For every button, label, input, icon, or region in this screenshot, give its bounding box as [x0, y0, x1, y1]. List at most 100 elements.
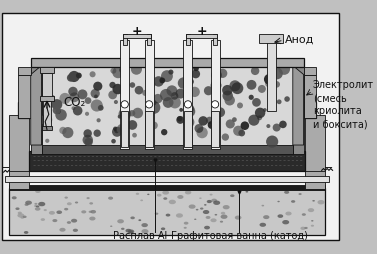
Ellipse shape: [110, 226, 112, 227]
Ellipse shape: [213, 201, 220, 205]
Circle shape: [142, 90, 148, 97]
Ellipse shape: [57, 211, 62, 214]
Circle shape: [132, 108, 143, 119]
Circle shape: [263, 109, 267, 112]
Text: +: +: [131, 25, 142, 38]
Circle shape: [196, 128, 208, 139]
Ellipse shape: [277, 201, 280, 202]
Circle shape: [171, 93, 178, 100]
Circle shape: [108, 91, 117, 100]
Text: −: −: [324, 162, 334, 172]
Bar: [123, 35, 127, 45]
Ellipse shape: [176, 213, 183, 218]
Ellipse shape: [205, 216, 210, 219]
Bar: [41, 146, 293, 154]
Circle shape: [268, 94, 274, 100]
Ellipse shape: [194, 219, 196, 220]
Bar: [184, 111, 192, 147]
Circle shape: [211, 101, 219, 108]
Circle shape: [195, 124, 203, 133]
Bar: [18, 68, 31, 75]
Ellipse shape: [199, 198, 202, 199]
Ellipse shape: [157, 194, 161, 197]
Ellipse shape: [90, 210, 96, 214]
Circle shape: [251, 67, 259, 76]
Circle shape: [116, 128, 121, 133]
Ellipse shape: [17, 213, 24, 218]
Circle shape: [114, 129, 120, 134]
Circle shape: [121, 101, 128, 108]
Circle shape: [67, 75, 75, 82]
Circle shape: [93, 130, 101, 137]
Circle shape: [148, 81, 155, 89]
Circle shape: [148, 102, 160, 114]
Ellipse shape: [235, 216, 242, 220]
Circle shape: [60, 93, 70, 105]
Circle shape: [255, 108, 265, 119]
Ellipse shape: [308, 208, 314, 212]
Bar: [305, 116, 325, 171]
Circle shape: [68, 87, 78, 97]
Ellipse shape: [141, 223, 148, 227]
Ellipse shape: [86, 197, 90, 199]
Bar: [9, 170, 29, 189]
Circle shape: [53, 107, 61, 115]
Circle shape: [258, 86, 266, 93]
Circle shape: [78, 90, 87, 100]
Ellipse shape: [147, 194, 149, 195]
Ellipse shape: [44, 209, 47, 211]
Circle shape: [93, 82, 103, 91]
Circle shape: [127, 121, 137, 130]
Ellipse shape: [210, 194, 213, 196]
Ellipse shape: [312, 200, 315, 202]
Circle shape: [208, 122, 216, 129]
Circle shape: [176, 117, 184, 124]
Circle shape: [215, 108, 225, 118]
Circle shape: [83, 135, 93, 146]
Ellipse shape: [302, 213, 306, 216]
Circle shape: [146, 101, 153, 108]
Ellipse shape: [25, 203, 29, 206]
Circle shape: [233, 126, 244, 136]
Circle shape: [222, 86, 233, 96]
Circle shape: [273, 124, 280, 132]
Circle shape: [153, 77, 164, 87]
Circle shape: [83, 130, 92, 138]
Ellipse shape: [311, 225, 314, 227]
Text: Анод: Анод: [285, 34, 314, 44]
Circle shape: [204, 87, 213, 96]
Ellipse shape: [73, 229, 78, 232]
Bar: [293, 66, 303, 154]
Ellipse shape: [230, 195, 234, 197]
Ellipse shape: [81, 211, 86, 214]
Ellipse shape: [185, 191, 191, 195]
Ellipse shape: [210, 218, 217, 222]
Ellipse shape: [177, 195, 184, 199]
Ellipse shape: [121, 228, 124, 230]
Circle shape: [211, 70, 222, 81]
Circle shape: [169, 70, 173, 75]
Ellipse shape: [25, 201, 32, 205]
Circle shape: [222, 134, 229, 141]
Circle shape: [97, 119, 101, 123]
Circle shape: [62, 128, 74, 139]
Bar: [43, 101, 51, 128]
Ellipse shape: [15, 208, 20, 210]
Bar: [147, 35, 151, 45]
Circle shape: [241, 122, 249, 131]
Ellipse shape: [162, 191, 169, 195]
Ellipse shape: [215, 214, 217, 216]
Ellipse shape: [71, 219, 77, 223]
Circle shape: [117, 124, 128, 135]
Ellipse shape: [304, 227, 308, 229]
Circle shape: [167, 86, 177, 97]
Circle shape: [177, 117, 182, 122]
Ellipse shape: [161, 228, 165, 230]
Ellipse shape: [188, 205, 196, 209]
Bar: [120, 41, 129, 149]
Ellipse shape: [285, 212, 292, 216]
Circle shape: [131, 64, 142, 75]
Circle shape: [264, 75, 275, 85]
Circle shape: [132, 133, 137, 138]
Circle shape: [257, 116, 262, 121]
